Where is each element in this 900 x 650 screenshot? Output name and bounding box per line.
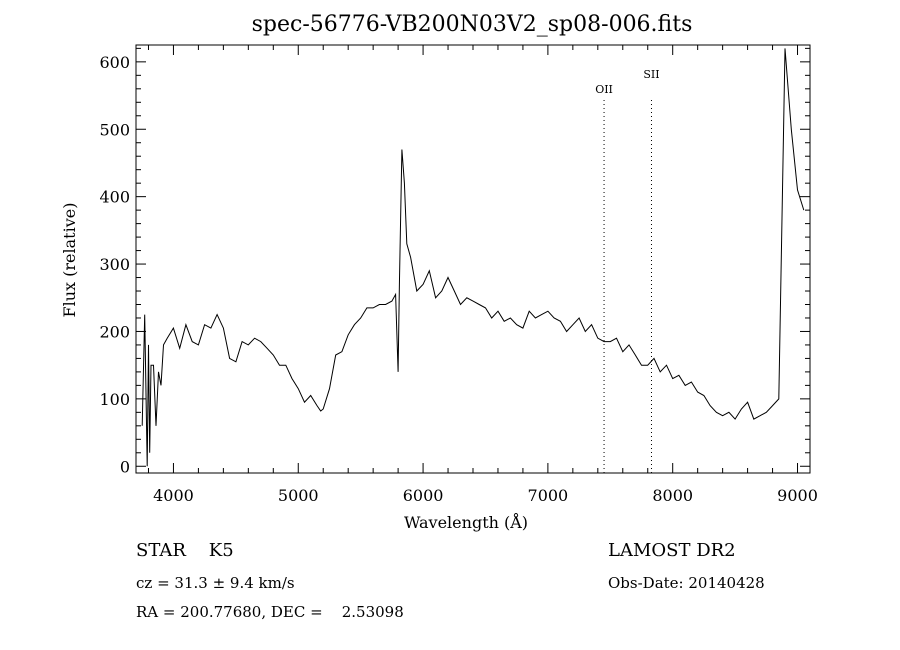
y-tick-label: 100 [99, 390, 130, 409]
x-axis-label: Wavelength (Å) [404, 512, 528, 532]
spectrum-series-line [141, 48, 805, 467]
x-tick-label: 4000 [153, 486, 194, 505]
observation-date: Obs-Date: 20140428 [608, 574, 765, 592]
x-axis: 4000 5000 6000 7000 8000 9000 [147, 45, 818, 505]
line-label-sii: SII [643, 68, 659, 81]
y-tick-label: 0 [120, 457, 130, 476]
x-tick-label: 8000 [652, 486, 693, 505]
ra-dec-coordinates: RA = 200.77680, DEC = 2.53098 [136, 603, 404, 621]
object-type: STAR K5 [136, 540, 234, 561]
y-axis: 0 100 200 300 400 500 600 [99, 47, 810, 476]
y-tick-label: 400 [99, 188, 130, 207]
y-tick-label: 200 [99, 322, 130, 341]
x-tick-label: 6000 [403, 486, 444, 505]
spectrum-chart: spec-56776-VB200N03V2_sp08-006.fits 4000… [60, 12, 818, 532]
x-tick-label: 9000 [777, 486, 818, 505]
y-tick-label: 600 [99, 53, 130, 72]
plot-frame [135, 44, 811, 474]
y-tick-label: 300 [99, 255, 130, 274]
x-tick-label: 5000 [278, 486, 319, 505]
emission-line-markers: OII SII [595, 68, 660, 473]
y-axis-label: Flux (relative) [60, 203, 79, 318]
line-label-oii: OII [595, 83, 613, 96]
chart-title: spec-56776-VB200N03V2_sp08-006.fits [252, 12, 693, 37]
x-tick-label: 7000 [528, 486, 569, 505]
redshift-cz: cz = 31.3 ± 9.4 km/s [136, 574, 295, 592]
y-tick-label: 500 [99, 120, 130, 139]
survey-name: LAMOST DR2 [608, 540, 736, 561]
